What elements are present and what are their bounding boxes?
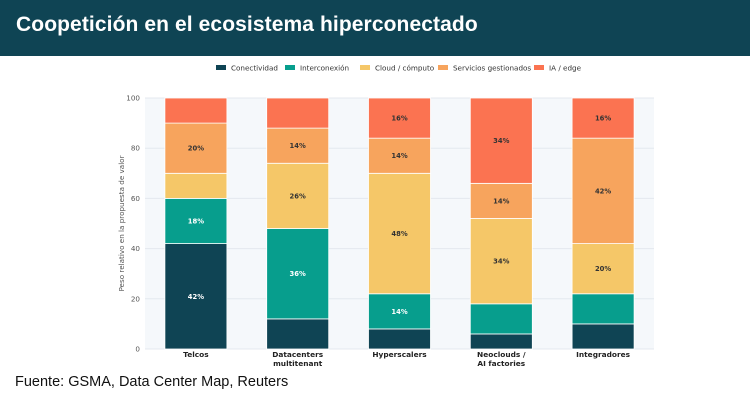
x-tick-label: Integradores bbox=[576, 350, 631, 359]
x-tick-label: Datacenters bbox=[272, 350, 323, 359]
y-tick-label: 60 bbox=[131, 194, 141, 203]
x-tick-label: Hyperscalers bbox=[372, 350, 427, 359]
bar-segment bbox=[368, 97, 431, 139]
data-label: 16% bbox=[391, 115, 407, 123]
data-label: 14% bbox=[493, 197, 509, 205]
bar-segment bbox=[469, 97, 533, 184]
x-tick-label: Telcos bbox=[183, 350, 209, 359]
data-label: 26% bbox=[290, 192, 306, 200]
legend-swatch bbox=[216, 65, 226, 70]
bar-segment bbox=[266, 97, 330, 129]
data-label: 14% bbox=[290, 142, 306, 150]
data-label: 14% bbox=[391, 308, 407, 316]
y-axis-label: Peso relativo en la propuesta de valor bbox=[117, 155, 126, 291]
bar-segment bbox=[368, 172, 431, 295]
data-label: 20% bbox=[188, 145, 204, 153]
legend-label: Interconexión bbox=[300, 64, 349, 73]
bar-segment bbox=[368, 293, 431, 330]
stacked-bar-chart: Conectividad Interconexión Cloud / cómputo… bbox=[113, 57, 658, 370]
bar-segment bbox=[469, 218, 533, 305]
bar-segment bbox=[368, 328, 431, 350]
bar-segment bbox=[571, 243, 635, 295]
bar-segment bbox=[571, 137, 635, 244]
legend-label: Conectividad bbox=[231, 64, 278, 73]
bar-segment bbox=[469, 333, 533, 350]
y-tick-label: 40 bbox=[131, 244, 141, 253]
legend-swatch bbox=[360, 65, 370, 70]
data-label: 18% bbox=[188, 217, 204, 225]
data-label: 42% bbox=[595, 187, 611, 195]
bar-segment bbox=[469, 182, 533, 219]
legend-swatch bbox=[285, 65, 295, 70]
bar-segment bbox=[164, 172, 228, 199]
legend-label: Servicios gestionados bbox=[453, 64, 531, 73]
data-label: 48% bbox=[391, 230, 407, 238]
data-label: 34% bbox=[493, 258, 509, 266]
bar-segment bbox=[571, 97, 635, 139]
header-bar: Coopetición en el ecosistema hiperconect… bbox=[0, 0, 750, 56]
y-tick-label: 100 bbox=[126, 94, 140, 103]
legend-label: Cloud / cómputo bbox=[375, 64, 434, 73]
x-tick-label: multitenant bbox=[273, 359, 323, 368]
bar-segment bbox=[571, 293, 635, 325]
legend-label: IA / edge bbox=[549, 64, 582, 73]
x-tick-label: AI factories bbox=[477, 359, 525, 368]
bar-segment bbox=[571, 323, 635, 350]
legend-swatch bbox=[438, 65, 448, 70]
bar-segment bbox=[164, 243, 228, 350]
bar-segment bbox=[469, 303, 533, 335]
data-label: 34% bbox=[493, 137, 509, 145]
x-tick-label: Neoclouds / bbox=[477, 350, 526, 359]
page-title: Coopetición en el ecosistema hiperconect… bbox=[16, 13, 478, 36]
data-label: 16% bbox=[595, 115, 611, 123]
y-tick-label: 0 bbox=[135, 345, 140, 354]
bar-segment bbox=[266, 318, 330, 350]
bar-segment bbox=[266, 162, 330, 229]
data-label: 20% bbox=[595, 265, 611, 273]
bar-segment bbox=[266, 127, 330, 164]
legend-swatch bbox=[534, 65, 544, 70]
data-label: 14% bbox=[391, 152, 407, 160]
chart-container: Conectividad Interconexión Cloud / cómputo… bbox=[113, 57, 658, 370]
source-note: Fuente: GSMA, Data Center Map, Reuters bbox=[15, 374, 289, 390]
data-label: 42% bbox=[188, 293, 204, 301]
data-label: 36% bbox=[290, 270, 306, 278]
y-tick-label: 20 bbox=[131, 294, 141, 303]
bar-segment bbox=[164, 97, 228, 124]
y-tick-label: 80 bbox=[131, 144, 141, 153]
